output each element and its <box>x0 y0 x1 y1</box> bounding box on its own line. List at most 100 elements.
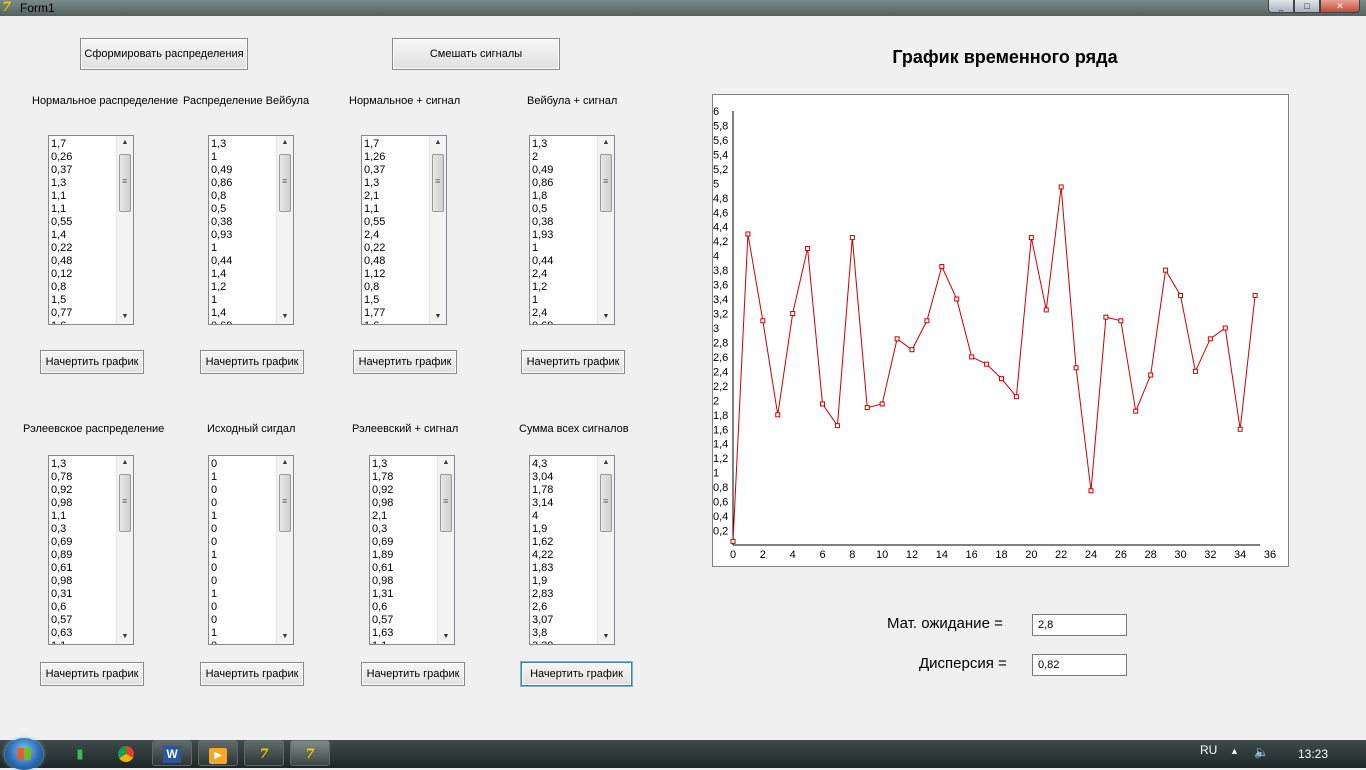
draw-normal-button[interactable]: Начертить график <box>40 350 144 374</box>
list-item[interactable]: 1,9 <box>532 523 548 535</box>
list-item[interactable]: 0,63 <box>51 627 73 639</box>
word-icon[interactable]: W <box>152 740 192 766</box>
list-item[interactable]: 1,1 <box>51 203 67 215</box>
list-item[interactable]: 1,3 <box>51 458 67 470</box>
list-item[interactable]: 0,49 <box>211 164 233 176</box>
chrome-icon[interactable] <box>106 740 146 766</box>
list-item[interactable]: 1,3 <box>532 138 548 150</box>
list-item[interactable]: 1 <box>211 151 218 163</box>
list-item[interactable]: 1,83 <box>532 562 554 574</box>
scroll-down-arrow-icon[interactable]: ▼ <box>602 633 610 640</box>
list-item[interactable]: 0,37 <box>364 164 386 176</box>
scroll-up-arrow-icon[interactable]: ▲ <box>121 459 129 466</box>
list-item[interactable]: 0,48 <box>51 255 73 267</box>
scrollbar-thumb[interactable] <box>119 474 131 532</box>
list-item[interactable]: 0,98 <box>372 575 394 587</box>
list-item[interactable]: 0,38 <box>532 216 554 228</box>
delphi-icon[interactable]: 7 <box>244 740 284 766</box>
draw-source-button[interactable]: Начертить график <box>200 662 304 686</box>
scrollbar-thumb[interactable] <box>279 154 291 212</box>
list-item[interactable]: 2,6 <box>532 601 548 613</box>
clock[interactable]: 13:23 <box>1298 747 1329 761</box>
list-item[interactable]: 1 <box>211 549 218 561</box>
scroll-down-arrow-icon[interactable]: ▼ <box>442 633 450 640</box>
list-item[interactable]: 0 <box>211 640 275 644</box>
scroll-up-arrow-icon[interactable]: ▲ <box>602 459 610 466</box>
list-item[interactable]: 0,48 <box>364 255 386 267</box>
list-item[interactable]: 1,4 <box>211 307 227 319</box>
variance-field[interactable]: 0,82 <box>1032 654 1127 676</box>
list-item[interactable]: 3,39 <box>532 640 596 644</box>
list-item[interactable]: 2 <box>532 151 539 163</box>
rayleigh-plus-signal-listbox[interactable]: 1,3 1,78 0,92 0,98 2,1 0,3 0,69 1,89 0,61 0,98 1,3… <box>369 455 455 645</box>
list-item[interactable]: 2,4 <box>532 307 548 319</box>
list-item[interactable]: 0,8 <box>211 190 227 202</box>
minimize-button[interactable]: _ <box>1268 0 1294 13</box>
list-item[interactable]: 0,49 <box>532 164 554 176</box>
list-item[interactable]: 1,31 <box>372 588 394 600</box>
list-item[interactable]: 0 <box>211 484 218 496</box>
vertical-scrollbar[interactable]: ▲▼ <box>429 136 446 324</box>
list-item[interactable]: 1,7 <box>364 138 380 150</box>
list-item[interactable]: 1,62 <box>532 536 554 548</box>
vertical-scrollbar[interactable]: ▲▼ <box>116 136 133 324</box>
weibull-plus-signal-listbox[interactable]: 1,3 2 0,49 0,86 1,8 0,5 0,38 1,93 1 0,44 2,4 1,2 1 2,… <box>529 135 615 325</box>
list-item[interactable]: 0,8 <box>364 281 380 293</box>
list-item[interactable]: 0,26 <box>51 151 73 163</box>
excel-icon[interactable]: ▮ <box>76 746 84 761</box>
list-item[interactable]: 0,5 <box>532 203 548 215</box>
list-item[interactable]: 1 <box>211 242 218 254</box>
scrollbar-thumb[interactable] <box>432 154 444 212</box>
list-item[interactable]: 0,98 <box>372 497 394 509</box>
list-item[interactable]: 1 <box>532 294 539 306</box>
list-item[interactable]: 1,9 <box>532 575 548 587</box>
list-item[interactable]: 1,4 <box>51 229 67 241</box>
list-item[interactable]: 1,7 <box>51 138 67 150</box>
list-item[interactable]: 1,3 <box>51 177 67 189</box>
scroll-down-arrow-icon[interactable]: ▼ <box>602 313 610 320</box>
list-item[interactable]: 1,3 <box>372 458 388 470</box>
weibull-distribution-listbox[interactable]: 1,3 1 0,49 0,86 0,8 0,5 0,38 0,93 1 0,44 1,4 1,2 1 1,… <box>208 135 294 325</box>
draw-weibull-button[interactable]: Начертить график <box>200 350 304 374</box>
list-item[interactable]: 0,57 <box>51 614 73 626</box>
list-item[interactable]: 4,22 <box>532 549 554 561</box>
media-player-icon[interactable]: ▶ <box>198 740 238 766</box>
list-item[interactable]: 1,5 <box>364 294 380 306</box>
list-item[interactable]: 0,37 <box>51 164 73 176</box>
list-item[interactable]: 1,6 <box>364 320 428 324</box>
draw-rayleigh-signal-button[interactable]: Начертить график <box>361 662 465 686</box>
sum-of-signals-listbox[interactable]: 4,3 3,04 1,78 3,14 4 1,9 1,62 4,22 1,83 1,9 2,83 2,… <box>529 455 615 645</box>
list-item[interactable]: 0,5 <box>211 203 227 215</box>
vertical-scrollbar[interactable]: ▲▼ <box>437 456 454 644</box>
draw-weibull-signal-button[interactable]: Начертить график <box>521 350 625 374</box>
list-item[interactable]: 0,98 <box>51 497 73 509</box>
list-item[interactable]: 0,55 <box>364 216 386 228</box>
list-item[interactable]: 1,8 <box>532 190 548 202</box>
list-item[interactable]: 1,12 <box>364 268 386 280</box>
list-item[interactable]: 0,89 <box>51 549 73 561</box>
maximize-button[interactable]: □ <box>1294 0 1320 13</box>
list-item[interactable]: 0,78 <box>51 471 73 483</box>
list-item[interactable]: 1,89 <box>372 549 394 561</box>
list-item[interactable]: 1,3 <box>364 177 380 189</box>
list-item[interactable]: 1,1 <box>51 640 115 644</box>
mean-field[interactable]: 2,8 <box>1032 614 1127 636</box>
vertical-scrollbar[interactable]: ▲▼ <box>116 456 133 644</box>
list-item[interactable]: 0,61 <box>51 562 73 574</box>
start-button[interactable] <box>5 738 43 770</box>
scroll-up-arrow-icon[interactable]: ▲ <box>121 139 129 146</box>
list-item[interactable]: 1 <box>211 294 218 306</box>
list-item[interactable]: 0,12 <box>51 268 73 280</box>
scroll-down-arrow-icon[interactable]: ▼ <box>281 633 289 640</box>
list-item[interactable]: 1 <box>211 471 218 483</box>
list-item[interactable]: 0,93 <box>211 229 233 241</box>
list-item[interactable]: 1,78 <box>532 484 554 496</box>
list-item[interactable]: 2,4 <box>364 229 380 241</box>
vertical-scrollbar[interactable]: ▲▼ <box>276 136 293 324</box>
scroll-down-arrow-icon[interactable]: ▼ <box>121 633 129 640</box>
list-item[interactable]: 3,8 <box>532 627 548 639</box>
list-item[interactable]: 0,38 <box>211 216 233 228</box>
list-item[interactable]: 1,5 <box>51 294 67 306</box>
list-item[interactable]: 4,3 <box>532 458 548 470</box>
list-item[interactable]: 1,1 <box>372 640 436 644</box>
